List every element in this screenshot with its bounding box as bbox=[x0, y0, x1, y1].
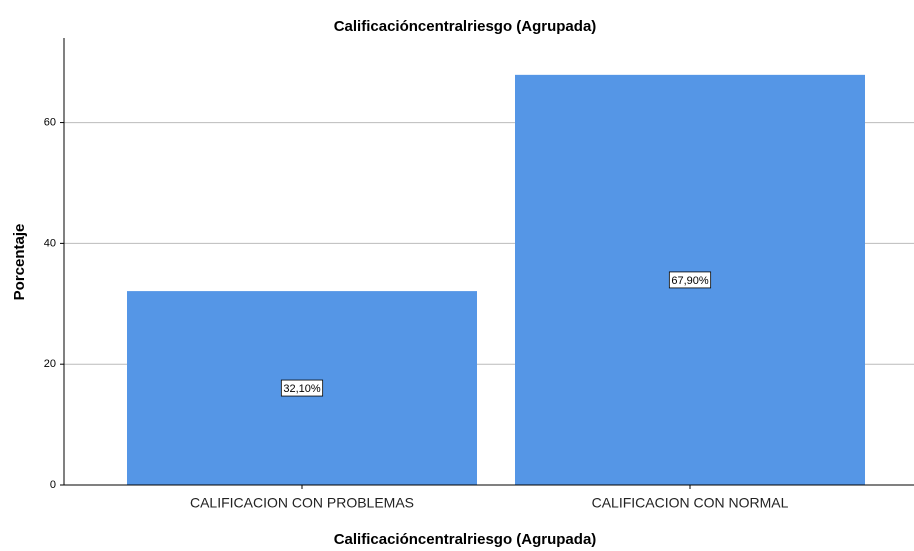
value-label: 67,90% bbox=[671, 275, 709, 287]
y-tick-label: 60 bbox=[44, 116, 56, 128]
y-tick-label: 0 bbox=[50, 479, 56, 491]
value-label: 32,10% bbox=[283, 383, 321, 395]
value-label-box bbox=[668, 271, 712, 289]
value-label-box bbox=[280, 379, 324, 397]
y-tick-label: 40 bbox=[44, 237, 56, 249]
x-tick-label: CALIFICACION CON PROBLEMAS bbox=[190, 495, 414, 511]
x-tick-label: CALIFICACION CON NORMAL bbox=[592, 495, 789, 511]
y-tick-label: 20 bbox=[44, 358, 56, 370]
x-axis-title: Calificacióncentralriesgo (Agrupada) bbox=[334, 531, 597, 548]
y-axis-title: Porcentaje bbox=[11, 224, 28, 301]
chart-title: Calificacióncentralriesgo (Agrupada) bbox=[334, 18, 597, 35]
